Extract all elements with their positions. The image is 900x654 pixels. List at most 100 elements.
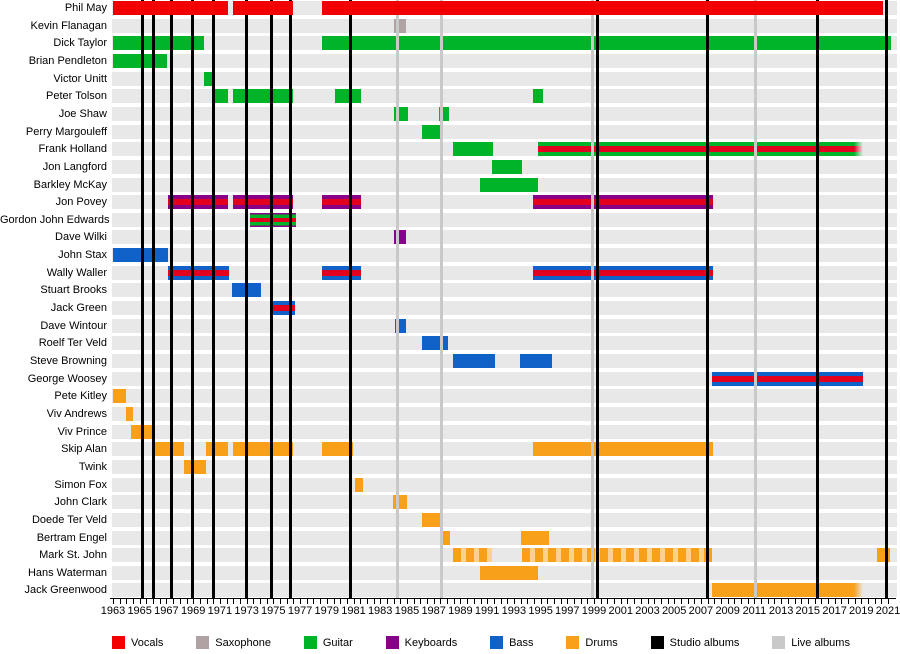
axis-tick-label: 1999 (581, 605, 607, 617)
member-label: Joe Shaw (58, 107, 107, 120)
member-row-band (112, 248, 897, 263)
axis-tick (868, 599, 869, 604)
axis-tick (266, 599, 268, 604)
axis-tick-label: 2001 (608, 605, 634, 617)
axis-tick (199, 599, 201, 604)
axis-tick (226, 599, 228, 604)
timeline-bar (233, 1, 293, 15)
axis-tick (707, 599, 709, 604)
axis-tick (306, 599, 308, 604)
legend-label: Studio albums (669, 636, 740, 649)
axis-tick-label: 1985 (394, 605, 420, 617)
axis-tick (600, 599, 602, 604)
legend-item: Live albums (772, 636, 850, 649)
member-label: Steve Browning (29, 355, 107, 367)
timeline-bar (113, 36, 204, 51)
axis-tick (741, 599, 742, 604)
member-label: Perry Margouleff (25, 125, 107, 138)
axis-tick (520, 599, 522, 604)
axis-tick-label: 1997 (555, 605, 580, 617)
timeline-bar (233, 89, 293, 104)
x-axis-line (110, 598, 896, 599)
axis-tick (493, 599, 495, 604)
axis-tick (433, 599, 435, 604)
member-label: John Clark (54, 496, 107, 509)
axis-tick (253, 599, 255, 604)
axis-tick (159, 599, 161, 604)
axis-tick (794, 599, 796, 604)
member-label: Viv Prince (57, 425, 107, 438)
member-row-band (112, 371, 897, 386)
member-label: Viv Andrews (46, 407, 107, 420)
member-row-band (112, 459, 897, 474)
member-label: George Woosey (27, 372, 107, 385)
axis-tick (139, 599, 141, 604)
axis-tick (620, 599, 622, 604)
member-label: Doede Ter Veld (31, 513, 107, 526)
member-label: Jack Green (50, 302, 107, 315)
axis-tick (874, 599, 876, 604)
axis-tick (460, 599, 462, 604)
axis-tick (533, 599, 535, 604)
axis-tick-label: 1963 (100, 605, 126, 617)
member-row-band (112, 548, 897, 563)
axis-tick (206, 599, 208, 604)
legend-label: Guitar (322, 636, 353, 649)
axis-tick (574, 599, 575, 604)
member-row-band (112, 195, 897, 210)
axis-tick-label: 1979 (314, 605, 340, 617)
axis-tick (734, 599, 736, 604)
axis-tick (754, 599, 756, 604)
member-label: John Stax (58, 249, 107, 262)
axis-tick (747, 599, 749, 604)
timeline-bar (212, 89, 228, 104)
axis-tick (386, 599, 388, 604)
axis-tick-label: 1973 (234, 605, 259, 617)
axis-tick (607, 599, 609, 604)
axis-tick (400, 599, 402, 604)
timeline-bar (113, 53, 167, 68)
member-row-band (112, 442, 897, 457)
timeline-bar (421, 336, 448, 351)
album-line-studio (288, 0, 292, 598)
timeline-bar (712, 371, 863, 386)
axis-tick (634, 599, 636, 604)
axis-tick-label: 2007 (688, 605, 714, 617)
axis-tick (293, 599, 295, 604)
member-row-band (112, 512, 897, 527)
album-line-studio (211, 0, 215, 598)
axis-tick (239, 599, 241, 604)
timeline-bar (126, 406, 134, 421)
album-line-studio (141, 0, 145, 598)
live-legend-swatch (772, 636, 786, 649)
member-label: Skip Alan (61, 443, 107, 456)
axis-tick (594, 599, 595, 604)
timeline-bar (394, 318, 406, 333)
axis-tick (694, 599, 696, 604)
axis-tick-label: 1965 (127, 605, 152, 617)
axis-tick (233, 599, 235, 604)
member-label: Mark St. John (39, 549, 107, 562)
timeline-bar (712, 583, 863, 598)
axis-tick (393, 599, 395, 604)
timeline-bar (421, 512, 442, 527)
timeline-bar (533, 265, 713, 280)
member-label: Jon Povey (55, 196, 107, 209)
axis-tick (881, 599, 883, 604)
axis-tick (427, 599, 428, 604)
timeline-bar (480, 565, 539, 580)
axis-tick (854, 599, 856, 604)
timeline-bar (522, 548, 712, 563)
axis-tick (246, 599, 248, 604)
member-row-band (112, 406, 897, 421)
member-row-band (112, 18, 897, 33)
legend-item: Vocals (112, 636, 163, 649)
axis-tick (527, 599, 529, 604)
axis-tick (280, 599, 281, 604)
axis-tick (687, 599, 689, 604)
axis-tick (540, 599, 542, 604)
legend-item: Bass (490, 636, 534, 649)
timeline-bar (206, 442, 228, 457)
timeline-bar (533, 442, 713, 457)
drums-legend-swatch (566, 636, 580, 649)
